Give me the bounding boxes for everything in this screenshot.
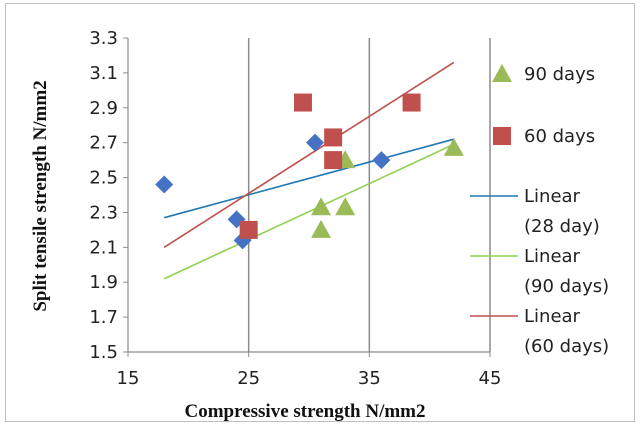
square-point [402,93,421,112]
y-tick-label: 2.1 [89,237,118,258]
y-tick-label: 3.3 [89,28,118,49]
data-points [155,93,464,250]
legend-label: 90 days [524,64,595,85]
axes [123,37,491,357]
x-axis-title: Compressive strength N/mm2 [185,401,426,422]
diamond-point [306,133,325,152]
legend-label: Linear [524,306,581,327]
x-tick-label: 25 [237,368,260,389]
legend-label: 60 days [524,126,595,147]
grid-lines [247,38,491,352]
square-point [293,93,312,112]
y-tick-label: 2.5 [89,168,118,189]
tick-labels: 15 25 35 45 1.5 1.7 1.9 2.1 2.3 2.5 2.7 2.9 3.1 3.3 [89,28,501,389]
trendline [163,138,455,219]
y-axis-title: Split tensile strength N/mm2 [30,80,51,311]
triangle-point [311,197,332,216]
x-tick-label: 45 [479,368,502,389]
y-tick-label: 2.9 [89,98,118,119]
triangle-point [311,219,332,238]
y-tick-label: 2.7 [89,133,118,154]
diamond-point [372,151,391,170]
square-point [239,220,258,239]
legend-triangle-icon [492,64,512,82]
y-tick-label: 3.1 [89,63,118,84]
legend-label: (28 day) [524,216,600,237]
triangle-point [443,137,464,156]
legend-label: (60 days) [524,336,609,357]
x-tick-label: 35 [358,368,381,389]
y-tick-label: 1.9 [89,272,118,293]
legend-label: (90 days) [524,276,609,297]
y-tick-label: 2.3 [89,202,118,223]
legend-label: Linear [524,186,581,207]
trendlines [163,61,455,280]
trendline [163,143,455,280]
y-tick-label: 1.7 [89,307,118,328]
legend-label: Linear [524,246,581,267]
square-point [324,128,343,147]
legend-square-icon [493,127,511,145]
trendline [163,61,455,249]
x-tick-label: 15 [117,368,140,389]
diamond-point [155,175,174,194]
y-tick-label: 1.5 [89,342,118,363]
square-point [324,151,343,170]
triangle-point [335,197,356,216]
legend: 90 days 60 days Linear (28 day) Linear (90 da… [470,64,609,357]
